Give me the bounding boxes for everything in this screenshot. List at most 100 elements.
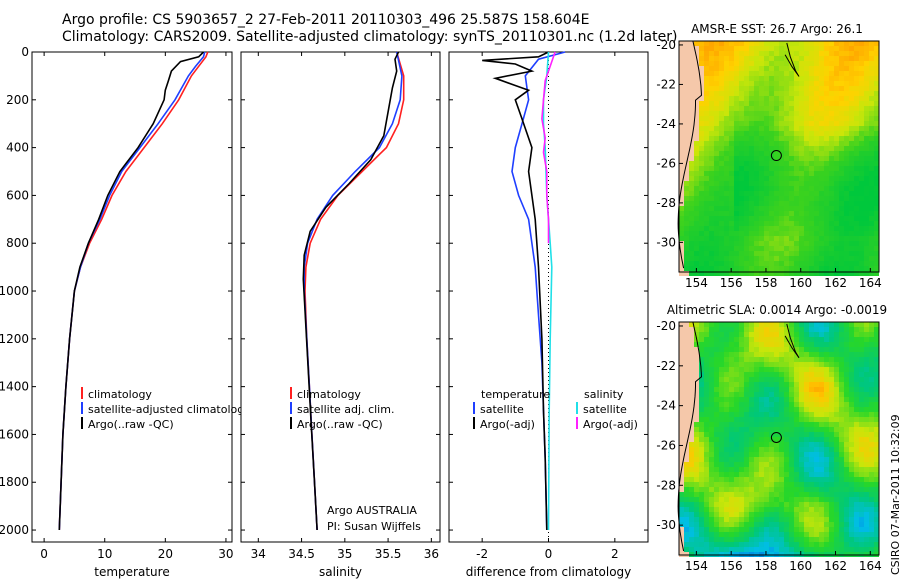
map-cell	[689, 181, 694, 186]
map-cell	[799, 457, 804, 462]
map-cell	[844, 81, 849, 86]
map-cell	[704, 271, 709, 276]
map-cell	[689, 76, 694, 81]
map-cell	[734, 196, 739, 201]
map-cell	[829, 537, 834, 542]
map-cell	[874, 206, 879, 211]
map-cell	[689, 452, 694, 457]
map-cell	[734, 251, 739, 256]
map-cell	[799, 447, 804, 452]
map-cell	[729, 106, 734, 111]
map-cell	[779, 166, 784, 171]
map-cell	[859, 196, 864, 201]
map-cell	[719, 482, 724, 487]
map-cell	[699, 266, 704, 271]
map-cell	[739, 517, 744, 522]
map-cell	[819, 372, 824, 377]
map-cell	[729, 427, 734, 432]
map-cell	[734, 447, 739, 452]
map-cell	[819, 427, 824, 432]
map-cell	[714, 537, 719, 542]
map-cell	[804, 236, 809, 241]
map-cell	[694, 116, 699, 121]
map-cell	[809, 241, 814, 246]
map-cell	[719, 81, 724, 86]
map-cell	[699, 462, 704, 467]
map-cell	[749, 492, 754, 497]
map-cell	[679, 482, 684, 487]
map-cell	[814, 357, 819, 362]
map-cell	[869, 106, 874, 111]
map-cell	[819, 377, 824, 382]
map-cell	[734, 71, 739, 76]
map-cell	[679, 61, 684, 66]
map-cell	[799, 236, 804, 241]
map-cell	[859, 251, 864, 256]
map-cell	[704, 447, 709, 452]
map-cell	[799, 71, 804, 76]
map-cell	[714, 547, 719, 552]
map-cell	[684, 256, 689, 261]
map-cell	[799, 407, 804, 412]
map-cell	[704, 41, 709, 46]
map-cell	[684, 362, 689, 367]
map-cell	[754, 236, 759, 241]
map-cell	[734, 221, 739, 226]
map-cell	[754, 377, 759, 382]
map-cell	[789, 166, 794, 171]
map-cell	[869, 367, 874, 372]
map-cell	[829, 221, 834, 226]
map-cell	[784, 412, 789, 417]
map-cell	[794, 161, 799, 166]
map-cell	[689, 402, 694, 407]
map-cell	[864, 271, 869, 276]
x-tick-label: 0	[545, 547, 553, 561]
map-cell	[724, 146, 729, 151]
map-cell	[859, 452, 864, 457]
map-cell	[824, 216, 829, 221]
map-cell	[794, 236, 799, 241]
map-cell	[814, 472, 819, 477]
map-cell	[849, 462, 854, 467]
map-cell	[804, 417, 809, 422]
map-cell	[784, 101, 789, 106]
map-cell	[699, 256, 704, 261]
map-cell	[704, 111, 709, 116]
map-cell	[774, 251, 779, 256]
map-cell	[784, 181, 789, 186]
map-cell	[824, 126, 829, 131]
map-cell	[824, 201, 829, 206]
map-cell	[689, 271, 694, 276]
map-cell	[769, 241, 774, 246]
map-cell	[734, 66, 739, 71]
map-cell	[699, 507, 704, 512]
map-cell	[854, 487, 859, 492]
map-cell	[809, 221, 814, 226]
map-cell	[704, 196, 709, 201]
map-cell	[779, 322, 784, 327]
map-cell	[874, 392, 879, 397]
map-cell	[864, 206, 869, 211]
map-cell	[699, 221, 704, 226]
map-cell	[679, 412, 684, 417]
map-cell	[679, 231, 684, 236]
map-cell	[759, 507, 764, 512]
map-cell	[754, 246, 759, 251]
map-cell	[719, 527, 724, 532]
map-cell	[764, 407, 769, 412]
map-cell	[794, 206, 799, 211]
map-cell	[809, 61, 814, 66]
map-cell	[724, 41, 729, 46]
map-cell	[834, 131, 839, 136]
map-cell	[864, 337, 869, 342]
map-cell	[739, 497, 744, 502]
map-cell	[859, 91, 864, 96]
map-cell	[784, 417, 789, 422]
map-cell	[699, 467, 704, 472]
map-cell	[759, 201, 764, 206]
map-cell	[849, 166, 854, 171]
map-cell	[869, 146, 874, 151]
map-cell	[859, 126, 864, 131]
map-cell	[814, 151, 819, 156]
